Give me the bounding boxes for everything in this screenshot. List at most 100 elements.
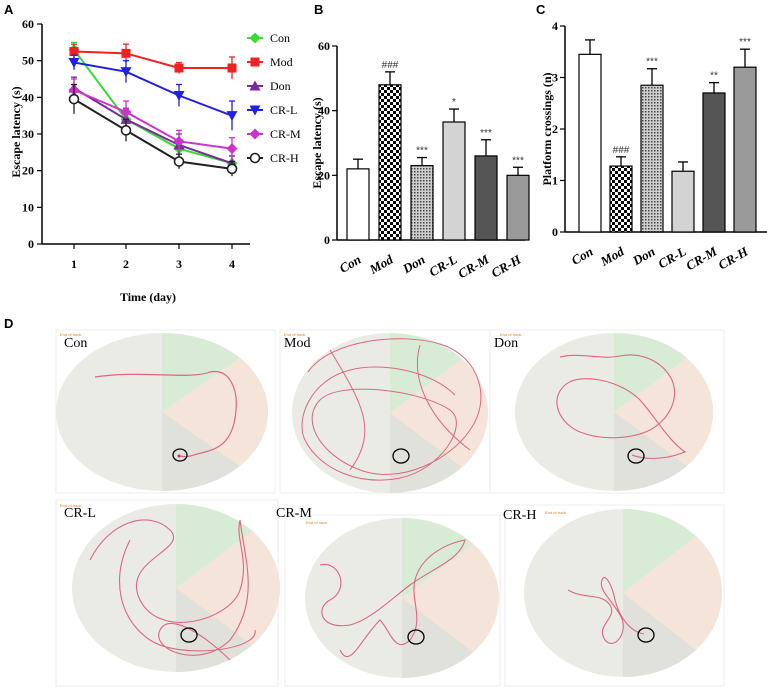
significance-label: ***	[739, 37, 751, 48]
track-caption: End of track	[306, 520, 327, 525]
x-tick-label: 3	[176, 257, 182, 271]
y-tick-label: 2	[552, 122, 558, 136]
pool-quadrant-target	[623, 593, 696, 678]
x-tick-label: 1	[71, 257, 77, 271]
bar	[410, 165, 434, 241]
bar	[733, 66, 757, 233]
pool-quadrant-ne	[162, 358, 269, 466]
category-label: Con	[569, 244, 596, 268]
swim-path	[94, 371, 237, 458]
pool-quadrant-ne	[390, 359, 488, 467]
track-label: Mod	[284, 336, 310, 351]
track-label: Don	[494, 336, 518, 351]
legend-marker	[249, 128, 261, 140]
bar-chart-escape-latency: 0 20 40 60 Con ### Mod *** Don * CR-L *** CR-M *** CR…	[310, 39, 530, 281]
legend-marker	[250, 57, 260, 67]
swim-path	[319, 539, 466, 658]
category-label: CR-M	[455, 251, 492, 281]
y-axis-title: Platform crossings (n)	[540, 72, 554, 185]
legend-label: Mod	[270, 55, 293, 69]
data-point	[68, 93, 80, 105]
track-caption: End of track	[500, 332, 521, 337]
y-tick-label: 3	[552, 71, 558, 85]
category-label: CR-L	[426, 252, 459, 280]
legend-marker	[249, 80, 261, 91]
pool-quadrant-target	[162, 412, 240, 492]
data-point	[173, 135, 185, 147]
series-mod	[69, 43, 237, 79]
data-point	[120, 67, 132, 78]
track-label: Con	[64, 336, 87, 351]
bar	[346, 168, 370, 241]
bar	[442, 121, 466, 241]
y-tick-label: 30	[22, 127, 34, 141]
category-label: CR-H	[715, 243, 751, 272]
y-axis-title: Escape latency (s)	[9, 86, 23, 177]
track-label: CR-L	[64, 506, 96, 521]
bar-group-don: *** Don	[399, 146, 434, 277]
track-cr-m: CR-M End of track	[276, 506, 501, 687]
panel-label-a: A	[4, 2, 14, 17]
panel-label-d: D	[4, 316, 13, 331]
data-point	[173, 91, 185, 101]
platform-marker	[637, 627, 655, 643]
bar	[578, 53, 602, 233]
track-caption: End of track	[545, 510, 566, 515]
significance-label: ###	[613, 145, 630, 156]
y-tick-label: 20	[22, 164, 34, 178]
data-point	[226, 163, 238, 175]
legend-marker	[249, 105, 261, 116]
bar-group-con: Con	[337, 158, 370, 276]
pool-quadrant-nw	[390, 333, 462, 413]
pool-quadrant-nw	[623, 508, 696, 593]
y-tick-label: 10	[22, 200, 34, 214]
x-tick-label: 2	[123, 257, 129, 271]
series-line	[73, 98, 233, 170]
data-point	[120, 125, 132, 136]
line-chart-escape-latency: 0 10 20 30 40 50 60 1 2 3 4 Escape latency (s) Ti…	[9, 17, 301, 304]
y-tick-label: 1	[552, 174, 558, 188]
significance-label: **	[710, 71, 718, 82]
legend-label: Con	[270, 31, 290, 45]
bar	[609, 165, 633, 233]
swim-path	[567, 577, 645, 644]
y-tick-label: 60	[22, 17, 34, 31]
bar	[702, 92, 726, 233]
legend-item-don: Don	[247, 79, 291, 93]
platform-marker	[172, 448, 188, 462]
legend-marker	[249, 32, 261, 44]
pool-quadrant-ne	[614, 358, 714, 466]
x-tick-label: 4	[229, 257, 235, 271]
pool-quadrant-nw	[162, 332, 240, 412]
series-line	[73, 61, 233, 117]
swim-path	[556, 354, 687, 459]
end-point	[177, 454, 181, 458]
platform-marker	[180, 627, 198, 643]
platform-marker	[627, 448, 645, 464]
y-tick-label: 50	[22, 54, 34, 68]
category-label: Con	[337, 252, 364, 276]
series-cr-m	[68, 78, 238, 160]
bar-group-mod: ### Mod	[366, 60, 402, 277]
pool-quadrant-ne	[402, 544, 499, 652]
legend-marker	[249, 152, 261, 164]
series-line	[73, 87, 233, 165]
platform-marker	[392, 448, 410, 464]
y-tick-label: 4	[552, 19, 558, 33]
bar-group-don: *** Don	[629, 57, 664, 269]
series-cr-h	[68, 83, 238, 177]
pool-quadrant-target	[614, 412, 687, 492]
pool-quadrant-nw	[176, 504, 252, 588]
data-point	[120, 106, 132, 118]
data-point	[121, 48, 131, 58]
swim-path	[89, 519, 256, 661]
series-line	[73, 50, 232, 69]
pool-quadrant-nw	[614, 332, 687, 412]
legend-item-con: Con	[247, 31, 290, 45]
y-tick-label: 0	[28, 237, 34, 251]
y-tick-label: 0	[552, 225, 558, 239]
panel-label-b: B	[314, 2, 323, 17]
y-axis-title: Escape latency (s)	[310, 97, 324, 188]
data-point	[173, 156, 185, 167]
